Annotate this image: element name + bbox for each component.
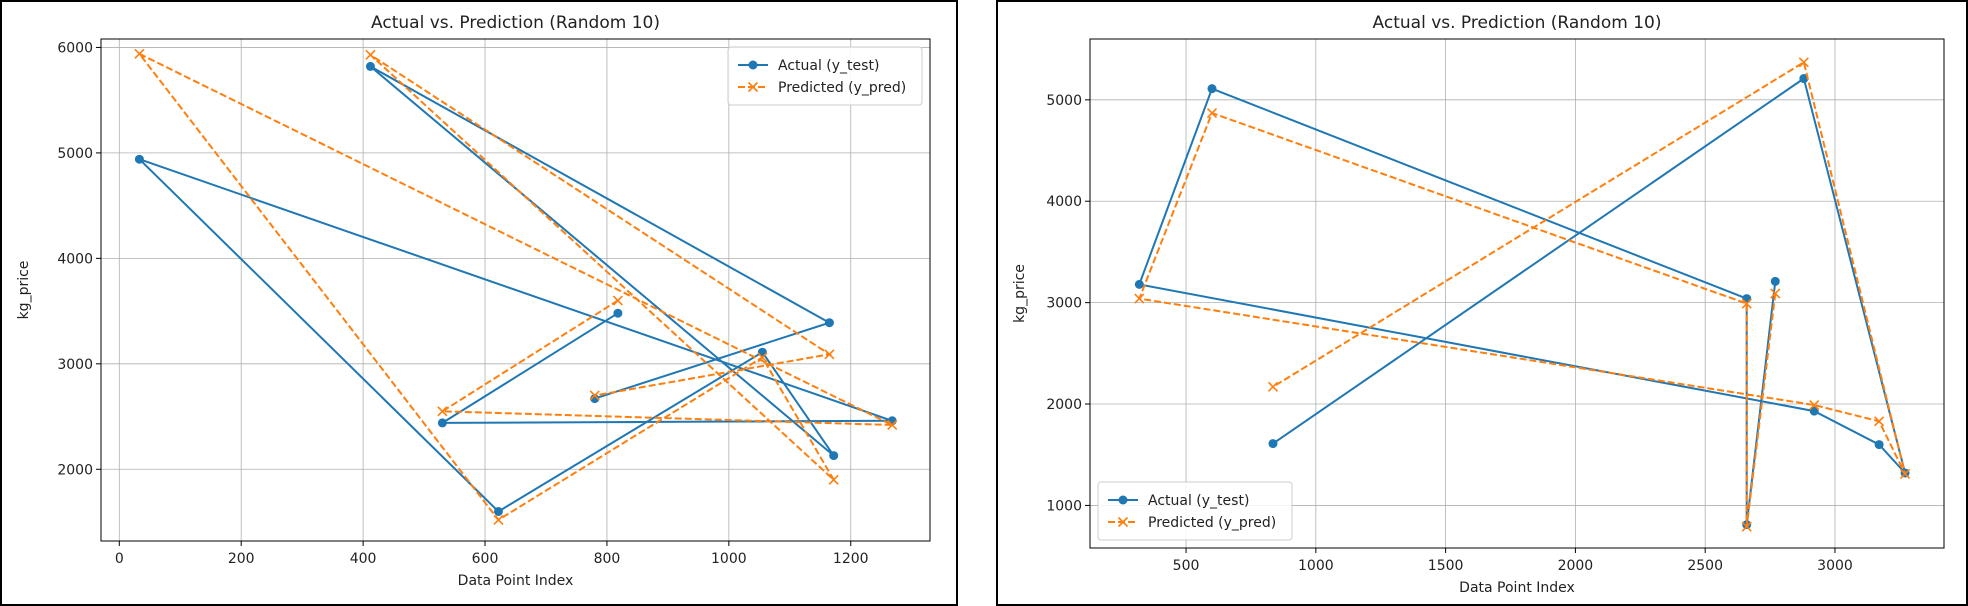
x-tick-label: 1200: [833, 551, 869, 567]
data-point: [134, 154, 144, 164]
chart-right: 500 1000 1500 2000 2500 3000 1000 2000 3000 4000 5…: [1012, 13, 1945, 596]
data-point: [1207, 84, 1217, 94]
data-point: [757, 352, 768, 363]
y-tick-label: 2000: [57, 462, 93, 478]
series-0: [1134, 74, 1910, 530]
x-tick-label: 0: [115, 551, 124, 567]
x-tick-label: 200: [228, 551, 255, 567]
data-point: [1134, 279, 1144, 289]
chart-left: 0 200 400 600 800 1000 1200 2000 3000 4000 5000 600…: [16, 13, 931, 589]
chart-title: Actual vs. Prediction (Random 10): [1373, 13, 1662, 33]
data-point: [1134, 293, 1145, 304]
y-tick-label: 3000: [57, 357, 93, 373]
plot-frame: [100, 38, 931, 542]
data-point: [1799, 74, 1809, 84]
data-point: [824, 349, 835, 360]
data-point: [824, 318, 834, 328]
x-tick-label: 600: [472, 551, 499, 567]
chart-panel-right: 500 1000 1500 2000 2500 3000 1000 2000 3000 4000 5…: [996, 0, 1968, 606]
y-tick-label: 4000: [1046, 194, 1082, 210]
legend-box: [1097, 481, 1293, 541]
legend-label: Predicted (y_pred): [778, 80, 906, 96]
data-point: [1809, 399, 1820, 411]
x-tick-label: 3000: [1817, 558, 1853, 574]
x-axis-label: Data Point Index: [458, 573, 574, 589]
data-point: [887, 419, 898, 431]
legend-marker: [1117, 516, 1129, 528]
legend-marker: [747, 81, 759, 93]
y-tick-label: 3000: [1046, 296, 1082, 312]
data-point: [493, 506, 503, 516]
y-tick-label: 2000: [1046, 397, 1082, 413]
data-point: [590, 394, 600, 404]
data-point: [1874, 416, 1885, 427]
legend-label: Actual (y_test): [1148, 493, 1249, 509]
x-tick-label: 2500: [1687, 558, 1723, 574]
series-line: [1137, 60, 1907, 527]
x-tick-label: 1000: [1298, 558, 1334, 574]
data-point: [613, 308, 623, 318]
data-point: [1798, 57, 1809, 68]
series-line: [138, 65, 893, 513]
x-tick-label: 500: [1173, 558, 1200, 574]
legend: Actual (y_test) Predicted (y_pred): [1097, 481, 1293, 541]
chart-panel-left: 0 200 400 600 800 1000 1200 2000 3000 4000 5000 600…: [0, 0, 958, 606]
data-point: [1899, 468, 1911, 480]
legend-label: Predicted (y_pred): [1148, 515, 1276, 531]
y-axis-label: kg_price: [16, 261, 32, 320]
y-tick-label: 4000: [57, 251, 93, 267]
x-tick-label: 1000: [711, 551, 747, 567]
data-point: [437, 406, 448, 417]
y-axis-label: kg_price: [1012, 264, 1028, 323]
data-point: [1741, 298, 1752, 309]
data-point: [1809, 406, 1819, 416]
x-tick-label: 2000: [1558, 558, 1594, 574]
y-tick-label: 5000: [57, 146, 93, 162]
data-point: [365, 61, 375, 71]
series-line: [138, 52, 893, 522]
x-tick-label: 1500: [1428, 558, 1464, 574]
x-tick-label: 400: [350, 551, 377, 567]
legend-box: [727, 46, 923, 106]
data-point: [437, 418, 447, 428]
data-point: [1874, 440, 1884, 450]
y-tick-label: 5000: [1046, 93, 1082, 109]
x-tick-label: 800: [594, 551, 621, 567]
series-1: [134, 48, 898, 525]
legend-marker: [1118, 495, 1128, 505]
chart-title: Actual vs. Prediction (Random 10): [371, 13, 660, 33]
grid: [101, 39, 930, 541]
series-0: [134, 61, 897, 516]
data-point: [1206, 107, 1218, 119]
data-point: [612, 295, 623, 306]
data-point: [134, 48, 145, 59]
x-axis-label: Data Point Index: [1459, 580, 1575, 596]
plot-frame: [1089, 38, 1945, 549]
y-tick-label: 1000: [1046, 498, 1082, 514]
data-point: [493, 514, 504, 525]
data-point: [1770, 276, 1780, 286]
legend-label: Actual (y_test): [778, 58, 879, 74]
data-point: [365, 49, 376, 60]
legend: Actual (y_test) Predicted (y_pred): [727, 46, 923, 106]
series-line: [1137, 76, 1907, 525]
series-1: [1134, 57, 1911, 532]
data-point: [1268, 439, 1278, 449]
data-point: [1267, 381, 1279, 392]
data-point: [1741, 521, 1752, 532]
y-tick-label: 6000: [57, 40, 93, 56]
data-point: [589, 390, 600, 401]
data-point: [828, 474, 839, 485]
data-point: [1770, 288, 1781, 299]
legend-marker: [748, 60, 758, 70]
data-point: [829, 451, 839, 461]
